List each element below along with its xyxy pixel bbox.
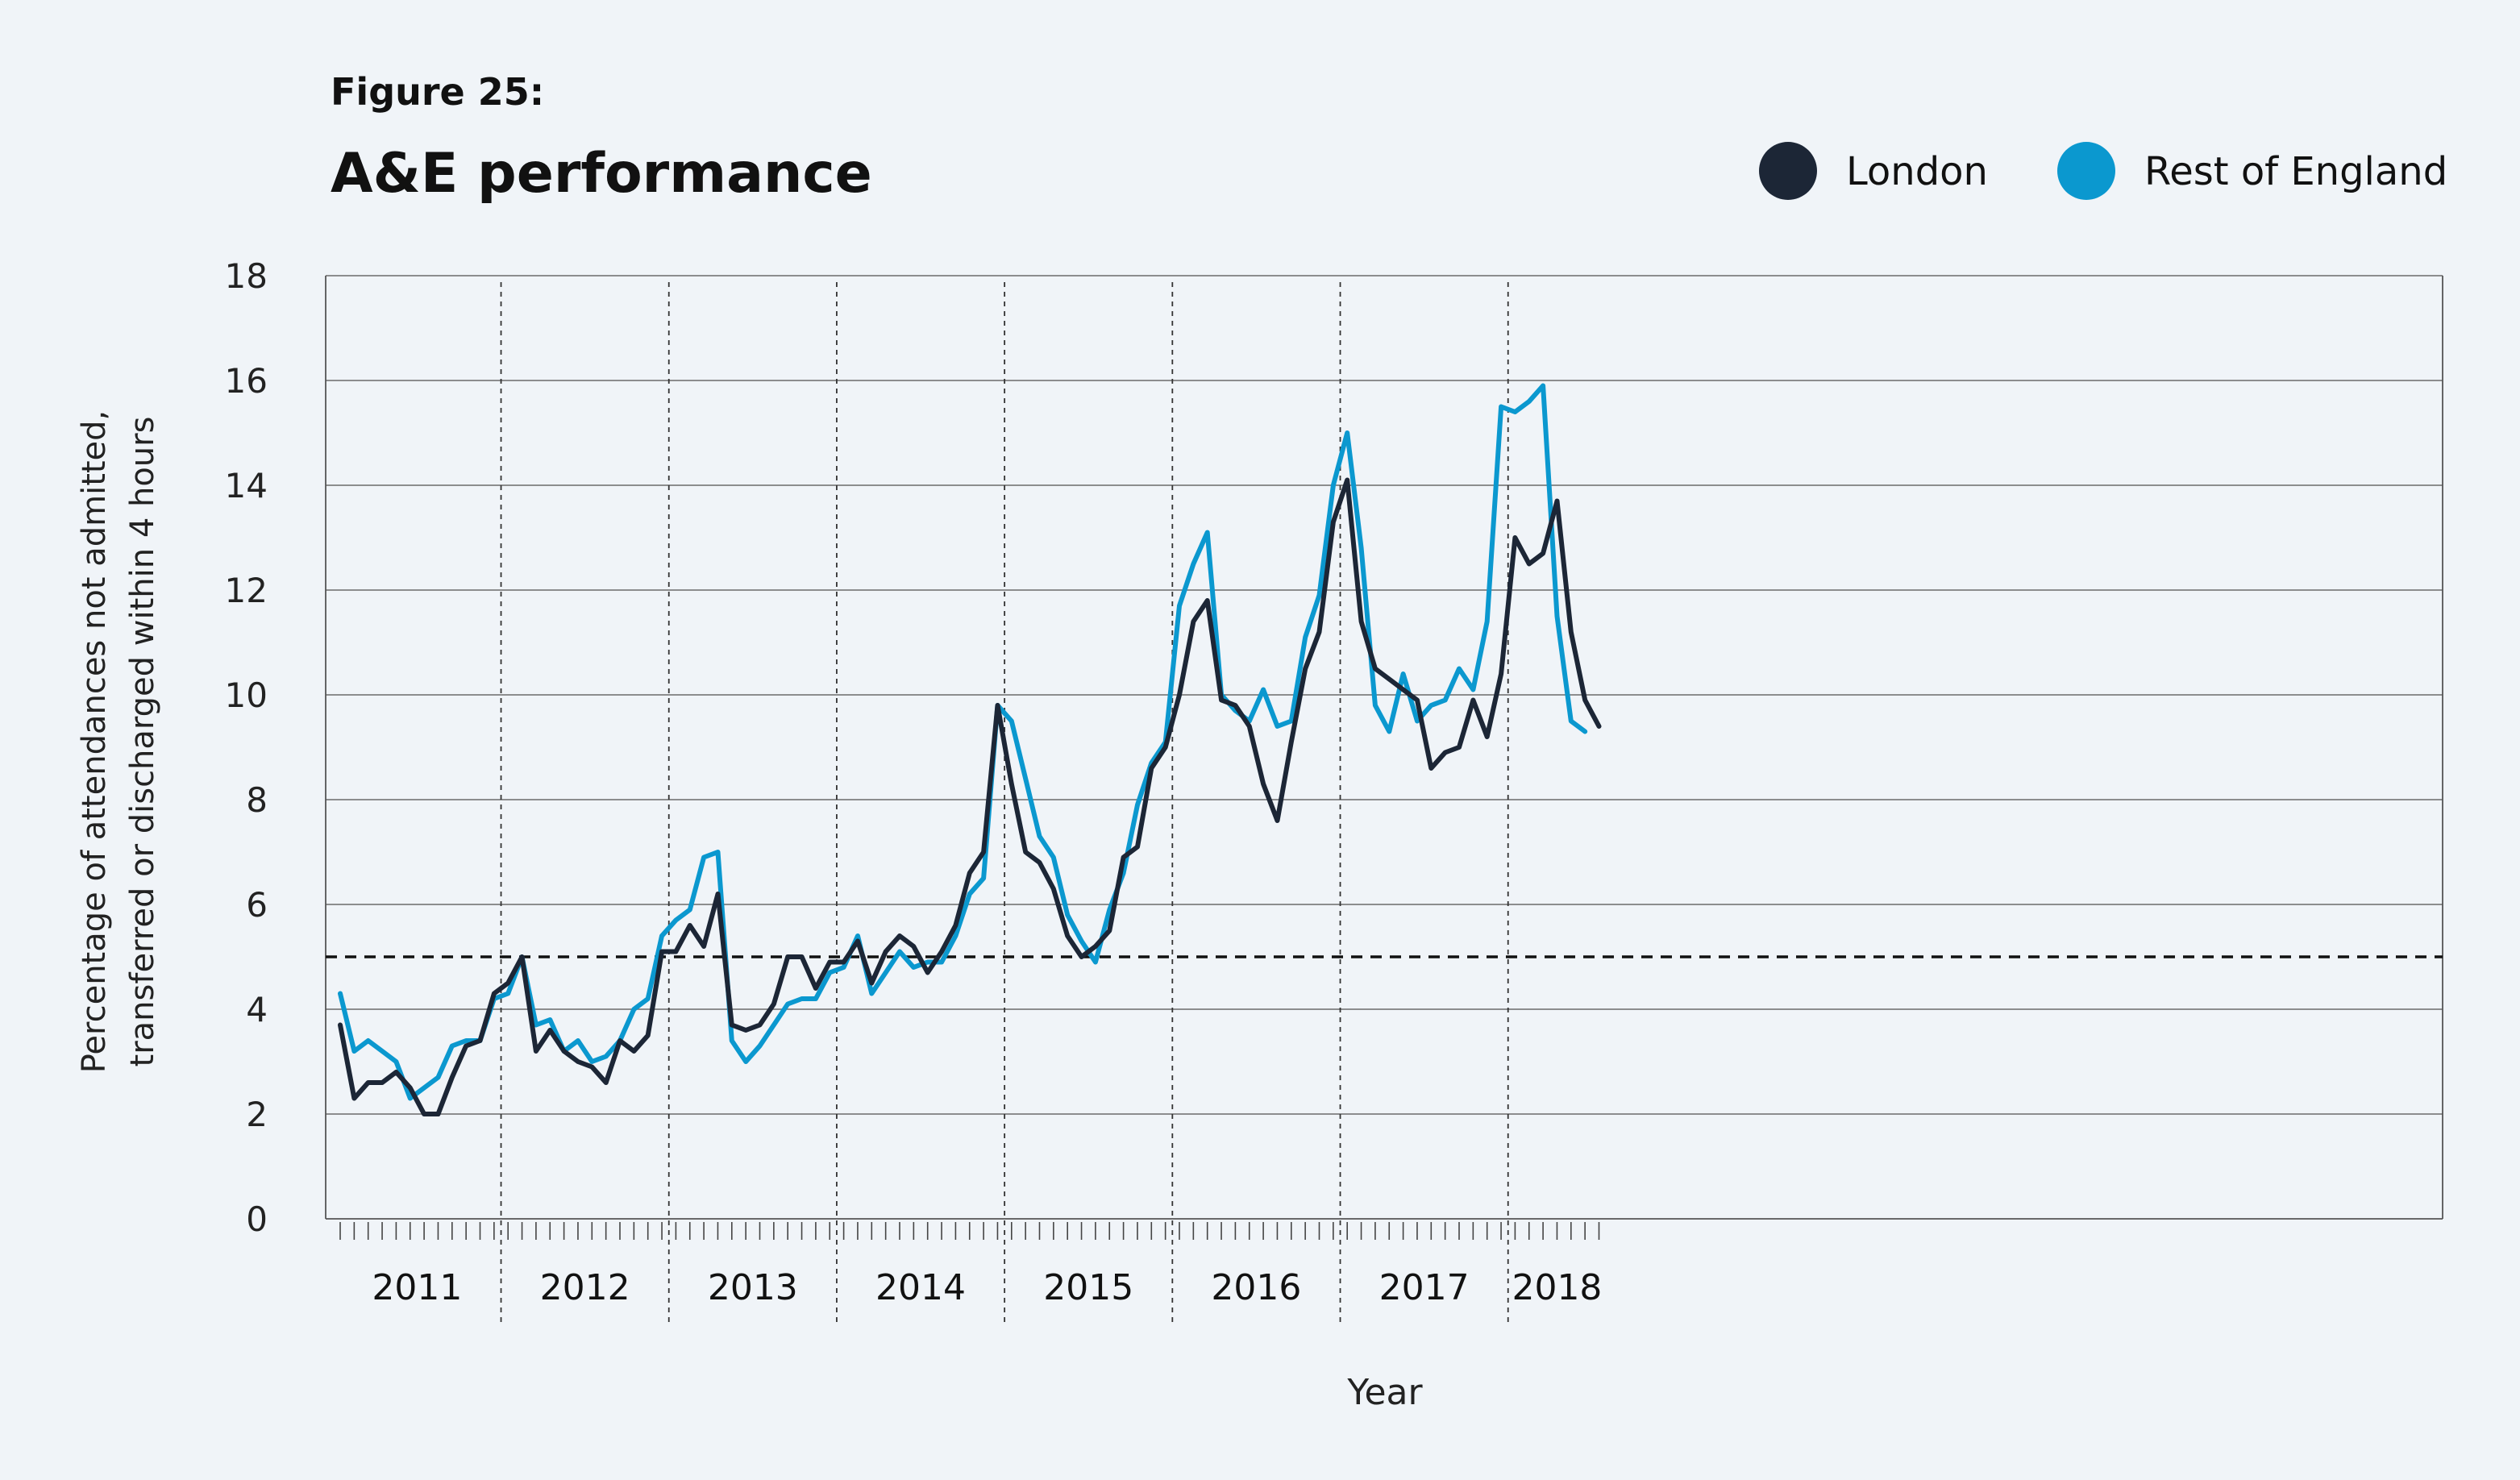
y-tick-label-12: 12 [225,571,268,610]
legend: London Rest of England [1759,142,2447,200]
year-label-2013: 2013 [708,1267,798,1308]
y-tick-label-2: 2 [246,1095,268,1134]
x-axis-label: Year [1346,1372,1423,1413]
plot-frame [325,276,2443,1220]
y-tick-label-6: 6 [246,885,268,925]
year-label-2012: 2012 [540,1267,630,1308]
y-tick-label-16: 16 [225,361,268,401]
year-label-2016: 2016 [1211,1267,1301,1308]
y-tick-label-0: 0 [246,1199,268,1239]
series-lines [338,383,1602,1116]
legend-label-rest-of-england: Rest of England [2144,149,2447,194]
year-dividers [500,282,1509,1322]
y-tick-label-18: 18 [225,256,268,296]
year-label-2018: 2018 [1512,1267,1602,1308]
year-labels: 2011 2012 2013 2014 2015 2016 2017 2018 [372,1267,1602,1308]
legend-swatch-rest-of-england [2057,142,2115,200]
year-label-2011: 2011 [372,1267,462,1308]
y-tick-label-10: 10 [225,676,268,715]
series-line-london [338,477,1602,1116]
y-tick-label-14: 14 [225,466,268,505]
y-tick-label-4: 4 [246,990,268,1029]
figure-label: Figure 25: [331,70,544,114]
y-axis-label-line-2: transferred or discharged within 4 hours [124,417,161,1067]
y-gridlines [326,275,2443,1115]
y-tick-label-8: 8 [246,780,268,820]
month-ticks [339,1222,1600,1240]
y-axis-label-line-1: Percentage of attendances not admitted, [76,410,113,1074]
chart-title: A&E performance [331,142,872,206]
legend-label-london: London [1846,149,1988,194]
legend-swatch-london [1759,142,1817,200]
year-label-2017: 2017 [1379,1267,1470,1308]
legend-item-london: London [1759,142,1988,200]
legend-item-rest-of-england: Rest of England [2057,142,2447,200]
year-label-2015: 2015 [1043,1267,1133,1308]
y-tick-labels: 0 2 4 6 8 10 12 14 16 18 [225,256,268,1239]
series-line-rest-of-england [338,383,1588,1101]
year-label-2014: 2014 [875,1267,966,1308]
